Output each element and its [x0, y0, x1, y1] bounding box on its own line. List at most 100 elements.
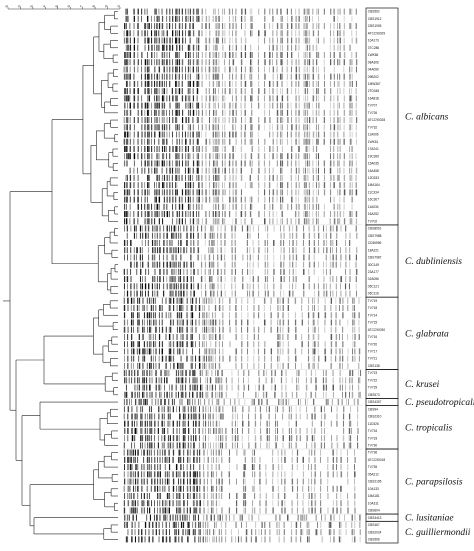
gel-band [305, 73, 307, 80]
gel-band [127, 254, 128, 261]
gel-band [306, 95, 309, 102]
gel-band [282, 348, 284, 355]
scale-tick-label: 9 [105, 5, 109, 7]
gel-band [332, 500, 334, 507]
gel-band [123, 297, 125, 304]
gel-band [159, 276, 161, 283]
gel-band [281, 384, 283, 391]
gel-band [169, 348, 172, 355]
gel-band [143, 305, 145, 312]
gel-band [331, 435, 333, 442]
gel-band [258, 341, 260, 348]
gel-band [355, 283, 357, 290]
gel-band [295, 174, 297, 181]
gel-band [254, 442, 257, 449]
gel-band [279, 305, 281, 312]
gel-band [216, 189, 218, 196]
gel-band [124, 420, 126, 427]
gel-band [351, 95, 353, 102]
gel-band [235, 30, 237, 37]
gel-band [158, 73, 160, 80]
gel-band [219, 348, 220, 355]
scale-tick-label: 8 [92, 5, 96, 7]
gel-band [337, 218, 339, 225]
gel-band [189, 189, 191, 196]
gel-band [212, 536, 214, 543]
gel-band [333, 124, 336, 131]
gel-band [242, 276, 244, 283]
gel-band [350, 406, 352, 413]
gel-band [349, 189, 351, 196]
gel-band [310, 464, 312, 471]
gel-band [169, 225, 170, 232]
gel-band [250, 131, 252, 138]
gel-band [314, 485, 316, 492]
gel-band [189, 37, 191, 44]
gel-band [218, 319, 221, 326]
gel-band [333, 529, 335, 536]
gel-band [155, 326, 157, 333]
gel-band [339, 138, 341, 145]
gel-band [131, 500, 133, 507]
gel-band [349, 218, 352, 225]
gel-band [295, 30, 297, 37]
gel-band [169, 44, 171, 51]
gel-band [270, 348, 273, 355]
gel-band [166, 174, 168, 181]
gel-band [272, 59, 273, 66]
gel-band [298, 211, 300, 218]
species-label: C. guilliermondii [405, 528, 471, 538]
gel-band [320, 500, 322, 507]
gel-band [267, 254, 269, 261]
gel-band [218, 124, 220, 131]
gel-band [276, 189, 278, 196]
gel-band [144, 167, 146, 174]
gel-band [359, 536, 361, 543]
gel-band [336, 464, 338, 471]
gel-band [141, 182, 143, 189]
gel-band [199, 449, 201, 456]
gel-band [176, 319, 178, 326]
gel-band [241, 362, 243, 369]
gel-band [169, 66, 171, 73]
gel-band [208, 189, 210, 196]
gel-band [358, 319, 360, 326]
gel-band [158, 44, 160, 51]
gel-band [146, 492, 148, 500]
gel-band [272, 492, 274, 500]
gel-band [351, 167, 353, 174]
gel-band [343, 218, 346, 225]
gel-band [151, 145, 153, 152]
gel-band [129, 478, 131, 485]
gel-band [193, 435, 195, 442]
gel-band [158, 348, 160, 355]
gel-band [193, 247, 195, 254]
gel-band [351, 529, 353, 536]
species-label: C. parapsilosis [405, 478, 463, 488]
gel-band [218, 23, 220, 30]
gel-band [232, 203, 234, 210]
gel-band [155, 384, 157, 391]
gel-band [163, 59, 165, 66]
gel-band [198, 8, 199, 15]
gel-band [349, 182, 351, 189]
gel-band [264, 521, 266, 528]
gel-band [125, 189, 127, 196]
gel-band [306, 23, 308, 30]
gel-band [264, 37, 266, 44]
gel-band [215, 456, 218, 463]
gel-band [243, 384, 245, 391]
gel-band [217, 370, 219, 377]
gel-band [308, 297, 310, 304]
gel-band [268, 160, 271, 167]
gel-band [264, 203, 266, 210]
gel-band [166, 500, 168, 507]
gel-band [202, 420, 205, 427]
gel-band [337, 160, 339, 167]
gel-band [186, 333, 188, 340]
gel-band [190, 254, 192, 261]
gel-band [306, 44, 308, 51]
gel-band [211, 384, 214, 391]
gel-band [151, 391, 153, 398]
gel-band [240, 153, 243, 160]
